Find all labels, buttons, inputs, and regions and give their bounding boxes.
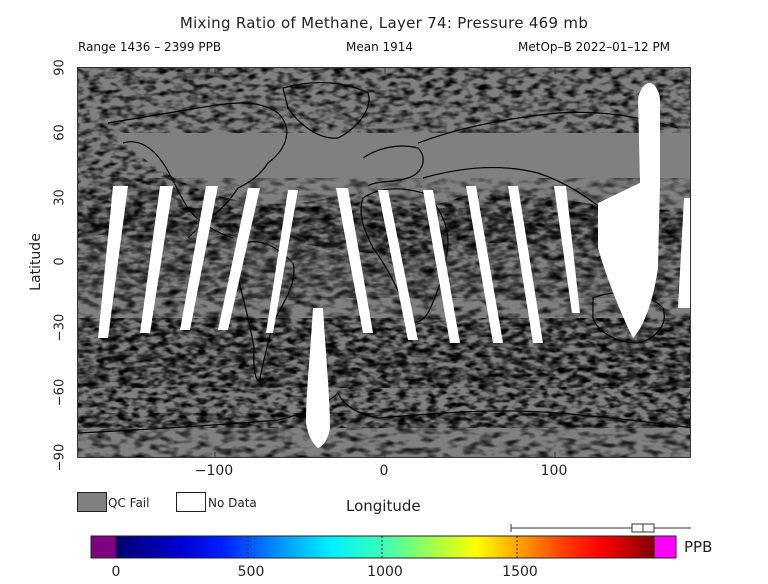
x-tick-minus100: −100 <box>194 463 234 479</box>
methane-map <box>77 67 691 458</box>
y-tick-30: 30 <box>52 189 68 206</box>
no-data-swatch <box>176 492 206 512</box>
y-tick-60: 60 <box>52 124 68 141</box>
qc-fail-label: QC Fail <box>108 496 150 510</box>
underflow-swatch <box>90 535 117 559</box>
y-axis-title: Latitude <box>28 233 44 291</box>
y-tick-90: 90 <box>52 59 68 76</box>
qc-fail-swatch <box>77 492 107 512</box>
colorbar <box>90 535 677 559</box>
colorbar-unit: PPB <box>684 538 713 556</box>
y-tick-minus90: −90 <box>52 443 68 472</box>
overflow-swatch <box>653 535 677 559</box>
chart-title: Mixing Ratio of Methane, Layer 74: Press… <box>179 14 589 32</box>
y-tick-minus60: −60 <box>52 378 68 407</box>
source-label: MetOp–B 2022–01–12 PM <box>518 40 671 54</box>
x-axis-title: Longitude <box>346 497 421 515</box>
x-tick-100: 100 <box>540 463 568 479</box>
mean-label: Mean 1914 <box>346 40 414 54</box>
map-plot <box>78 68 690 457</box>
x-tick-0: 0 <box>379 463 389 479</box>
y-tick-0: 0 <box>52 257 68 266</box>
cb-tick-500: 500 <box>237 564 265 580</box>
y-tick-minus30: −30 <box>52 313 68 342</box>
cb-tick-1500: 1500 <box>502 564 538 580</box>
range-label: Range 1436 – 2399 PPB <box>78 40 222 54</box>
no-data-label: No Data <box>208 496 257 510</box>
distribution-boxplot <box>510 523 691 533</box>
cb-tick-0: 0 <box>111 564 121 580</box>
no-data-swaths <box>98 83 690 448</box>
cb-tick-1000: 1000 <box>367 564 403 580</box>
